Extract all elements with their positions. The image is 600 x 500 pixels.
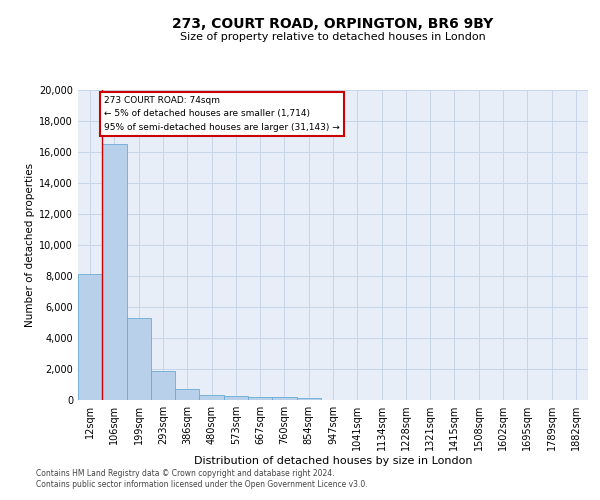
Text: 273 COURT ROAD: 74sqm
← 5% of detached houses are smaller (1,714)
95% of semi-de: 273 COURT ROAD: 74sqm ← 5% of detached h… xyxy=(104,96,340,132)
Bar xyxy=(296,398,321,400)
Bar xyxy=(199,394,224,400)
Text: Contains public sector information licensed under the Open Government Licence v3: Contains public sector information licen… xyxy=(36,480,368,489)
Bar xyxy=(272,397,296,400)
Bar xyxy=(248,397,272,400)
Bar xyxy=(78,274,102,400)
Bar xyxy=(224,396,248,400)
Text: 273, COURT ROAD, ORPINGTON, BR6 9BY: 273, COURT ROAD, ORPINGTON, BR6 9BY xyxy=(172,18,494,32)
Y-axis label: Number of detached properties: Number of detached properties xyxy=(25,163,35,327)
Text: Size of property relative to detached houses in London: Size of property relative to detached ho… xyxy=(180,32,486,42)
Bar xyxy=(102,144,127,400)
Bar xyxy=(151,372,175,400)
Text: Contains HM Land Registry data © Crown copyright and database right 2024.: Contains HM Land Registry data © Crown c… xyxy=(36,468,335,477)
X-axis label: Distribution of detached houses by size in London: Distribution of detached houses by size … xyxy=(194,456,472,466)
Bar xyxy=(175,389,199,400)
Bar xyxy=(127,318,151,400)
